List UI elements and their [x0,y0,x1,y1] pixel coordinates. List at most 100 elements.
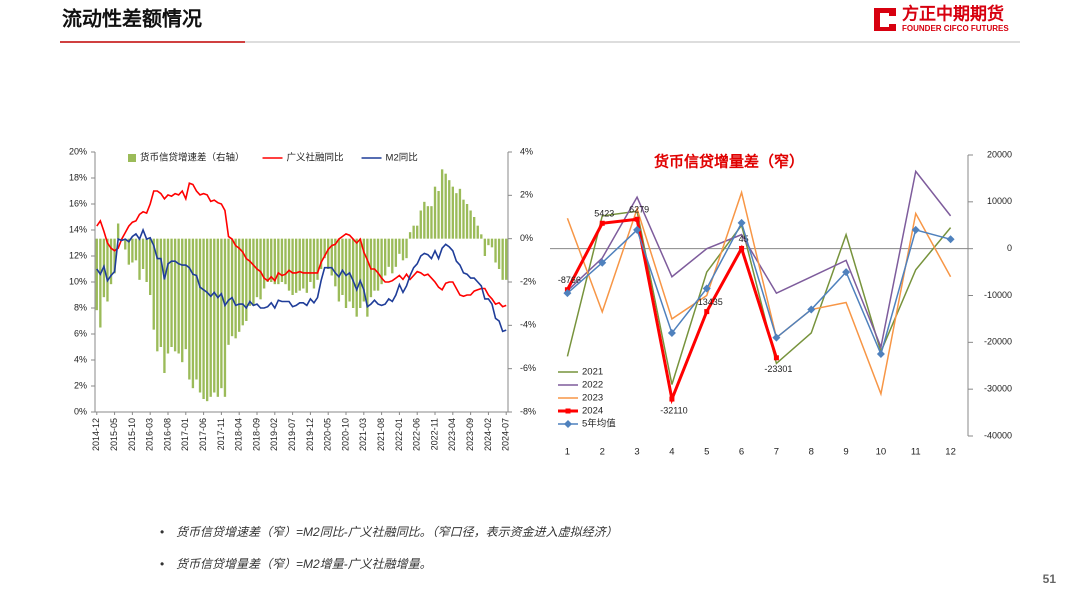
x-tick-label: 2024-07 [501,418,511,451]
bar [312,238,316,289]
page-number: 51 [1043,572,1057,586]
bar [198,238,202,393]
y-tick-label: 2% [74,380,87,390]
bar [401,238,405,261]
bar [216,238,220,397]
bar [177,238,180,354]
y2-tick-label: 2% [520,190,533,200]
bar [124,238,127,250]
x-tick-label: 2018-04 [234,418,244,451]
bar [173,238,177,352]
bar [462,199,465,239]
x-tick-label: 2021-03 [358,418,368,451]
bar [166,238,170,354]
point [946,235,955,244]
bar [405,238,408,259]
y-tick-label: 18% [69,172,87,182]
bar [458,188,462,239]
line [566,210,952,385]
bar [448,180,451,239]
y-tick-label: 10000 [987,196,1012,206]
y2-tick-label: 0% [520,233,533,243]
point [772,333,781,342]
bar [305,238,309,293]
bar [191,238,195,389]
bar [149,238,152,295]
x-tick-label: 4 [669,447,674,458]
x-tick-label: 2017-06 [198,418,208,451]
x-tick-label: 2017-01 [180,418,190,451]
bar [262,238,266,289]
data-label: -23301 [764,364,792,374]
bar [202,238,205,399]
y-tick-label: 12% [69,250,87,260]
bar [327,238,330,269]
bar [362,238,365,302]
y2-tick-label: 4% [520,146,533,156]
legend-marker [565,408,571,414]
legend-label: 2021 [582,367,603,378]
line [566,189,952,397]
bar [440,169,444,239]
legend-label: 货币信贷增速差（右轴） [140,152,245,164]
point [598,258,607,267]
bar [134,238,138,261]
bar [319,238,323,269]
bar [188,238,191,380]
bullet: • [160,557,164,571]
y-tick-label: 20000 [987,149,1012,159]
bar [359,238,362,308]
note: 货币信贷增速差（窄）=M2同比-广义社融同比。（窄口径，表示资金进入虚拟经济） [176,525,618,539]
bar [170,238,173,347]
bar [116,223,120,239]
bar [127,238,130,265]
x-tick-label: 2023-09 [465,418,475,451]
bar [234,238,237,339]
bar [252,238,255,306]
bar [380,238,383,285]
bar [473,217,476,239]
y-tick-label: 16% [69,198,87,208]
bar [494,238,497,263]
x-tick-label: 2022-11 [429,418,439,450]
y-tick-label: 20% [69,146,87,156]
point [563,289,572,298]
x-tick-label: 1 [565,447,570,458]
legend-label: 2022 [582,380,603,391]
bar [465,204,469,239]
x-tick-label: 2020-10 [340,418,350,451]
line [566,169,952,350]
data-label: 6279 [629,205,649,215]
bar [152,238,155,330]
bar [423,201,426,239]
bar [355,238,358,317]
bar [109,238,113,285]
y2-tick-label: -8% [520,406,536,416]
bar [95,238,98,311]
bar [505,238,508,280]
bar [426,206,430,239]
bar [245,238,248,321]
legend-swatch [128,154,136,162]
x-tick-label: 2014-12 [91,418,101,451]
bar [309,238,312,282]
logo-subtext: FOUNDER CIFCO FUTURES [902,24,1009,33]
bar [398,238,401,254]
data-label: 45 [739,234,749,244]
bar [366,238,369,317]
x-tick-label: 6 [739,447,744,458]
legend-label: 广义社融同比 [287,152,344,164]
x-tick-label: 2021-08 [376,418,386,451]
bar [348,238,351,302]
bar [501,238,504,280]
y-tick-label: 10% [69,276,87,286]
point [911,225,920,234]
point [876,350,885,359]
y-tick-label: 6% [74,328,87,338]
data-label: 5423 [594,209,614,219]
slide-title: 流动性差额情况 [62,6,202,30]
x-tick-label: 10 [876,447,887,458]
legend-label: 2023 [582,393,603,404]
bar [266,238,269,282]
y-tick-label: 0% [74,406,87,416]
